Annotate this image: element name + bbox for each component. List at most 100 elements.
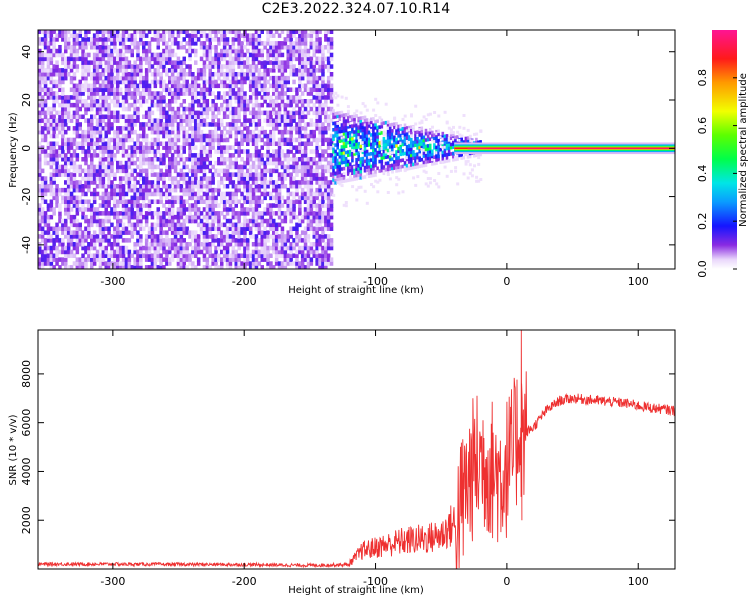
heatmap-cell — [202, 48, 207, 54]
heatmap-cell — [58, 114, 62, 119]
heatmap-cell — [121, 245, 126, 251]
heatmap-cell — [144, 242, 149, 247]
heatmap-cell — [38, 110, 42, 116]
heatmap-cell — [98, 257, 103, 262]
heatmap-cell — [196, 180, 201, 185]
heatmap-cell — [150, 253, 155, 258]
heatmap-cell — [220, 242, 224, 247]
heatmap-cell — [101, 261, 106, 266]
heatmap-cell — [318, 106, 322, 112]
heatmap-cell — [217, 238, 221, 243]
heatmap-cell — [222, 172, 227, 177]
heatmap-cell — [156, 126, 160, 131]
heatmap-cell — [240, 95, 244, 100]
heatmap-cell — [136, 48, 140, 54]
heatmap-cell — [266, 153, 270, 158]
heatmap-cell — [336, 174, 339, 178]
heatmap-cell — [211, 145, 215, 150]
heatmap-cell — [257, 102, 262, 108]
heatmap-cell — [133, 33, 137, 38]
heatmap-cell — [156, 257, 160, 262]
heatmap-cell — [40, 79, 45, 85]
heatmap-cell — [104, 164, 108, 170]
heatmap-cell — [303, 145, 308, 150]
heatmap-cell — [251, 261, 256, 266]
heatmap-cell — [116, 253, 120, 258]
heatmap-cell — [81, 133, 85, 139]
heatmap-cell — [101, 72, 106, 77]
heatmap-cell — [274, 45, 279, 50]
heatmap-cell — [231, 257, 236, 262]
heatmap-cell — [107, 102, 111, 108]
heatmap-cell — [130, 118, 134, 123]
heatmap-cell — [136, 30, 140, 34]
heatmap-cell — [318, 164, 322, 170]
heatmap-cell — [292, 157, 296, 162]
heatmap-cell — [153, 257, 158, 262]
heatmap-cell — [318, 214, 322, 220]
heatmap-cell — [289, 33, 293, 38]
heatmap-cell — [303, 164, 308, 170]
heatmap-cell — [280, 265, 285, 269]
heatmap-cell — [324, 110, 328, 116]
heatmap-cell — [182, 37, 186, 42]
heatmap-cell — [142, 122, 146, 127]
heatmap-cell — [298, 211, 302, 216]
heatmap-cell — [324, 56, 328, 62]
heatmap-cell — [40, 257, 45, 262]
heatmap-cell — [309, 207, 314, 212]
heatmap-cell — [95, 164, 100, 170]
heatmap-cell — [306, 245, 311, 251]
heatmap-cell — [110, 195, 114, 201]
heatmap-cell — [38, 249, 42, 255]
heatmap-cell — [75, 261, 80, 266]
heatmap-cell — [283, 102, 288, 108]
heatmap-cell — [309, 64, 314, 69]
heatmap-cell — [188, 184, 192, 189]
heatmap-cell — [318, 207, 322, 212]
heatmap-cell — [95, 60, 100, 65]
heatmap-cell — [277, 203, 282, 208]
heatmap-cell — [179, 222, 184, 228]
heatmap-cell — [274, 199, 279, 204]
heatmap-cell — [355, 161, 358, 165]
heatmap-cell — [332, 134, 335, 138]
heatmap-cell — [300, 37, 305, 42]
heatmap-cell — [312, 249, 316, 255]
heatmap-cell — [66, 265, 71, 269]
heatmap-cell — [92, 83, 97, 89]
heatmap-cell — [202, 102, 207, 108]
heatmap-cell — [329, 242, 334, 247]
heatmap-cell — [286, 211, 290, 216]
heatmap-cell — [225, 261, 230, 266]
heatmap-cell — [367, 139, 371, 144]
heatmap-cell — [165, 261, 169, 266]
heatmap-cell — [98, 72, 103, 77]
heatmap-cell — [231, 160, 236, 166]
heatmap-cell — [372, 126, 375, 131]
heatmap-cell — [168, 45, 172, 50]
heatmap-cell — [321, 234, 325, 239]
heatmap-cell — [139, 102, 143, 108]
heatmap-cell — [75, 234, 80, 239]
heatmap-cell — [334, 121, 337, 125]
heatmap-cell — [95, 253, 100, 258]
heatmap-cell — [84, 133, 88, 139]
heatmap-cell — [78, 91, 82, 96]
heatmap-cell — [318, 222, 322, 228]
heatmap-cell — [194, 30, 198, 34]
heatmap-cell — [61, 238, 65, 243]
heatmap-cell — [182, 91, 186, 96]
heatmap-cell — [289, 218, 293, 224]
heatmap-cell — [69, 184, 74, 189]
heatmap-cell — [130, 83, 134, 89]
heatmap-cell — [46, 68, 51, 73]
heatmap-cell — [43, 245, 48, 251]
heatmap-cell — [58, 226, 62, 231]
heatmap-cell — [289, 110, 293, 116]
heatmap-cell — [156, 265, 160, 269]
heatmap-cell — [300, 75, 305, 81]
heatmap-cell — [228, 222, 233, 228]
heatmap-cell — [370, 183, 373, 186]
heatmap-cell — [243, 172, 247, 177]
